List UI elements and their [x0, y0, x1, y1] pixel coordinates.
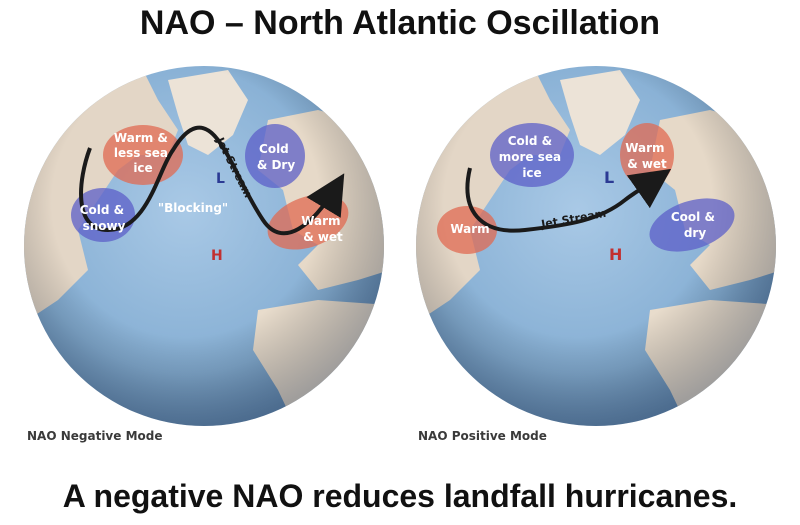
high-pressure-label: H — [211, 248, 223, 264]
cold-dry-label: Cold & Dry — [257, 142, 296, 172]
cold-snowy-label: Cold & snowy — [80, 203, 129, 233]
jet-stream-arrow — [79, 125, 345, 236]
caption-negative-mode: NAO Negative Mode — [27, 429, 163, 443]
page-title: NAO – North Atlantic Oscillation — [139, 4, 661, 42]
globe-negative-mode: Warm & less sea ice Cold & snowy Cold & … — [24, 66, 384, 426]
warm-wet-label: Warm & wet — [625, 141, 669, 171]
footer-statement: A negative NAO reduces landfall hurrican… — [62, 478, 738, 514]
cool-region-dry — [649, 198, 735, 252]
warm-region-wet — [620, 123, 674, 187]
warm-label: Warm — [450, 222, 489, 236]
warm-wet-label: Warm & wet — [301, 214, 345, 244]
cold-region-ice — [490, 123, 574, 187]
cold-ice-label: Cold & more sea ice — [499, 134, 566, 180]
caption-positive-mode: NAO Positive Mode — [418, 429, 547, 443]
warm-ice-label: Warm & less sea ice — [114, 131, 172, 175]
jet-stream-arrow — [465, 167, 672, 233]
cool-dry-label: Cool & dry — [671, 210, 719, 240]
high-pressure-label: H — [609, 245, 622, 264]
low-pressure-label: L — [604, 168, 614, 187]
cold-region-dry — [245, 124, 305, 188]
blocking-label: "Blocking" — [158, 201, 228, 215]
warm-region — [437, 206, 497, 254]
low-pressure-label: L — [216, 171, 225, 187]
globe-positive-mode: Cold & more sea ice Warm Warm & wet Cool… — [416, 66, 776, 426]
globe-shade — [24, 66, 384, 426]
